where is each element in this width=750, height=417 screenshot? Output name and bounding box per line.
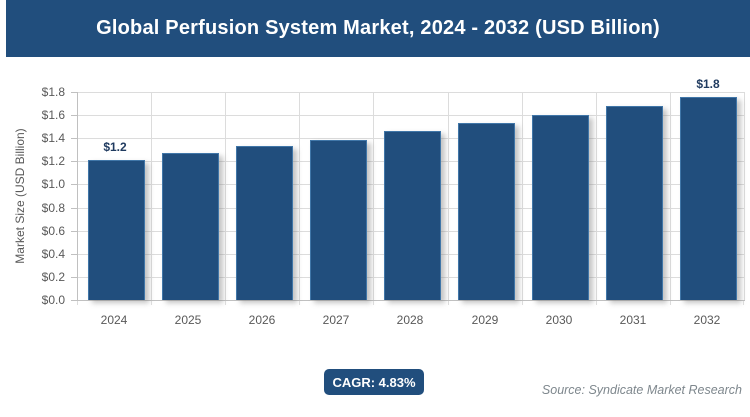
bar-2028: [384, 131, 441, 300]
bar-2032: [680, 97, 737, 300]
x-tick-mark: [151, 301, 152, 305]
x-tick-mark: [225, 301, 226, 305]
x-tick-mark: [77, 301, 78, 305]
x-axis: 2024 2025 2026 2027 2028 2029 2030 2031 2032: [77, 301, 744, 335]
x-tick-label: 2024: [100, 313, 128, 327]
bar-2031: [606, 106, 663, 300]
bar-value-label: $1.8: [696, 77, 720, 91]
x-tick-label: 2026: [248, 313, 276, 327]
gridline-vertical: [299, 92, 300, 300]
bar-2026: [236, 146, 293, 300]
bar-2024: [88, 160, 145, 300]
y-tick-label: $0.2: [41, 270, 65, 284]
y-tick-mark: [71, 161, 77, 162]
y-tick-mark: [71, 208, 77, 209]
gridline-vertical: [151, 92, 152, 300]
x-tick-label: 2032: [693, 313, 721, 327]
y-tick-label: $1.0: [41, 177, 65, 191]
x-tick-mark: [299, 301, 300, 305]
y-tick-mark: [71, 231, 77, 232]
x-tick-mark: [743, 301, 744, 305]
gridline-vertical: [522, 92, 523, 300]
y-tick-label: $1.4: [41, 131, 65, 145]
y-tick-mark: [71, 92, 77, 93]
gridline-horizontal: [78, 92, 745, 93]
gridline-vertical: [373, 92, 374, 300]
chart-title: Global Perfusion System Market, 2024 - 2…: [96, 17, 660, 39]
y-axis: $0.0 $0.2 $0.4 $0.6 $0.8 $1.0 $1.2 $1.4 $1.6 $1.8: [0, 85, 77, 307]
x-tick-label: 2028: [396, 313, 424, 327]
x-tick-mark: [522, 301, 523, 305]
plot-area: $1.2 $1.8: [77, 77, 745, 301]
x-tick-mark: [596, 301, 597, 305]
y-tick-label: $1.6: [41, 108, 65, 122]
gridline-vertical: [596, 92, 597, 300]
y-tick-label: $1.8: [41, 85, 65, 99]
bar-value-label: $1.2: [103, 140, 127, 154]
y-tick-label: $0.8: [41, 201, 65, 215]
y-tick-label: $0.6: [41, 224, 65, 238]
x-tick-mark: [373, 301, 374, 305]
cagr-badge-label: CAGR: 4.83%: [332, 374, 416, 390]
gridline-vertical: [448, 92, 449, 300]
source-credit: Source: Syndicate Market Research: [541, 383, 742, 397]
x-tick-mark: [448, 301, 449, 305]
gridline-horizontal: [78, 115, 745, 117]
y-tick-label: $0.0: [41, 293, 65, 307]
x-tick-label: 2025: [174, 313, 202, 327]
x-tick-label: 2027: [322, 313, 350, 327]
x-tick-label: 2030: [545, 313, 573, 327]
y-tick-mark: [71, 138, 77, 139]
cagr-badge: CAGR: 4.83%: [324, 369, 424, 395]
y-tick-mark: [71, 254, 77, 255]
y-tick-mark: [71, 115, 77, 116]
bar-2030: [532, 115, 589, 300]
y-tick-mark: [71, 300, 77, 301]
y-tick-mark: [71, 277, 77, 278]
gridline-vertical: [744, 92, 745, 300]
x-tick-label: 2031: [619, 313, 647, 327]
x-tick-mark: [670, 301, 671, 305]
bar-2029: [458, 123, 515, 300]
chart-title-banner: Global Perfusion System Market, 2024 - 2…: [6, 0, 750, 57]
y-tick-label: $0.4: [41, 247, 65, 261]
x-tick-label: 2029: [471, 313, 499, 327]
gridline-vertical: [225, 92, 226, 300]
bar-2025: [162, 153, 219, 300]
bar-2027: [310, 140, 367, 300]
y-tick-mark: [71, 184, 77, 185]
gridline-vertical: [670, 92, 671, 300]
y-tick-label: $1.2: [41, 154, 65, 168]
